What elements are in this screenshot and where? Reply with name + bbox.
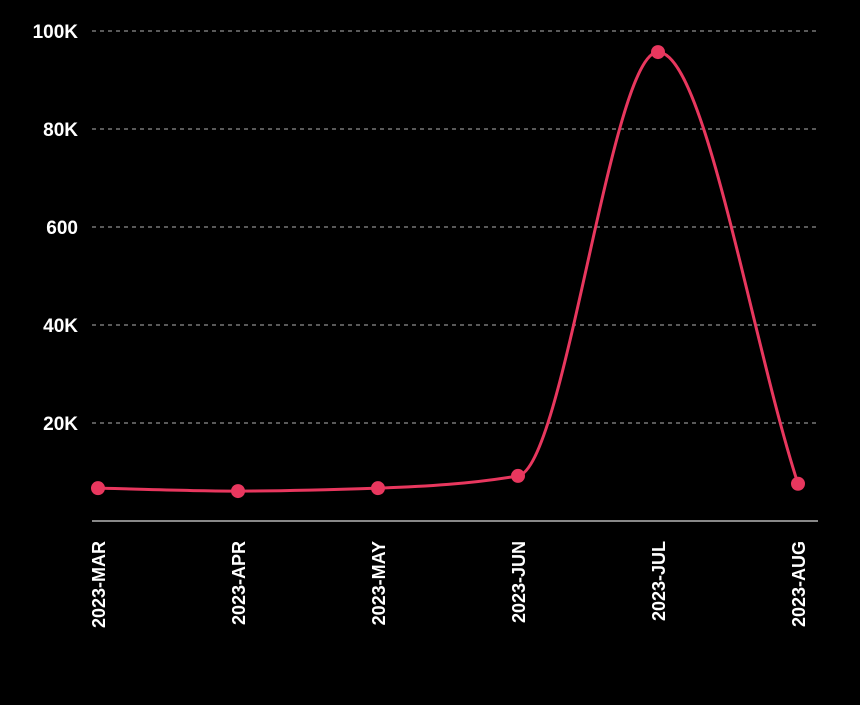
point — [791, 476, 805, 491]
point — [511, 468, 525, 483]
y-tick-label: 40K — [43, 316, 78, 337]
x-tick-label: 2023-JUN — [509, 541, 529, 623]
y-tick-label: 100K — [33, 22, 79, 43]
point — [91, 481, 105, 496]
line — [97, 50, 800, 493]
x-tick-label: 2023-AUG — [789, 541, 809, 627]
x-tick-label: 2023-MAY — [369, 541, 389, 625]
y-tick-label: 80K — [43, 120, 78, 141]
y-tick-label: 600 — [46, 218, 78, 239]
x-tick-label: 2023-MAR — [89, 541, 109, 628]
x-tick-label: 2023-JUL — [649, 541, 669, 621]
point — [651, 45, 665, 60]
point — [231, 484, 245, 499]
y-tick-label: 20K — [43, 414, 78, 435]
x-tick-label: 2023-APR — [229, 541, 249, 625]
point — [371, 481, 385, 496]
